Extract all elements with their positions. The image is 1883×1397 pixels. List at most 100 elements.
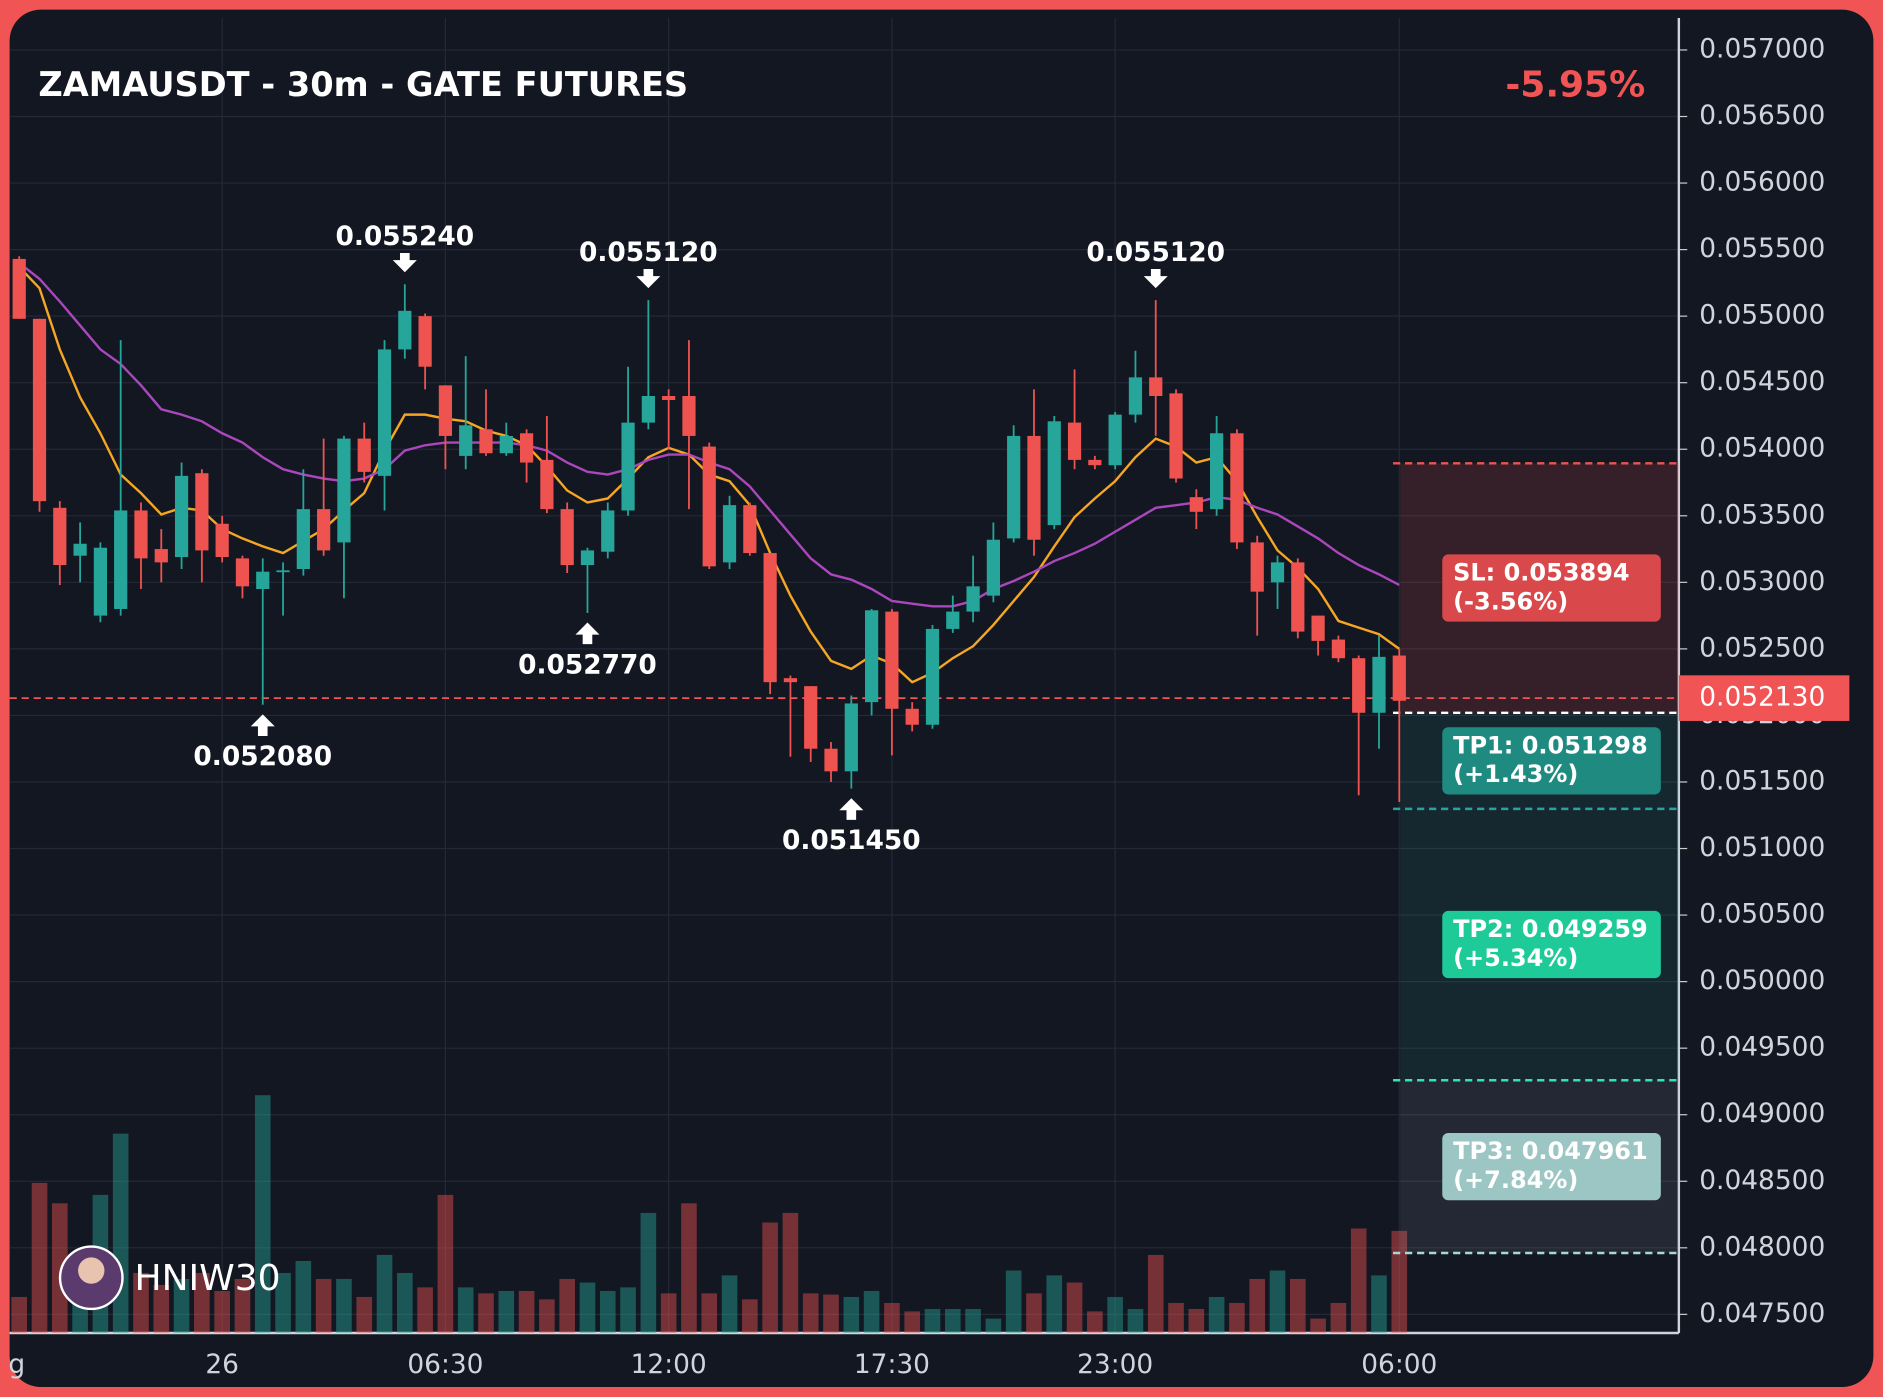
y-tick-label: 0.057000 [1699,33,1825,64]
candle-body [1331,639,1345,659]
candle-body [1210,433,1224,510]
volume-bar [985,1318,1002,1333]
volume-bar [863,1290,880,1333]
volume-bar [478,1293,494,1333]
level-box [1442,727,1661,795]
candle-body [1007,435,1021,539]
volume-bar [356,1296,373,1333]
candle-body [73,543,87,556]
volume-bar [742,1299,758,1333]
level-change: (-3.56%) [1453,587,1568,615]
y-tick-label: 0.055500 [1699,233,1825,264]
candle-body [1027,435,1041,540]
y-tick-label: 0.056000 [1699,167,1825,198]
candle-body [499,435,513,454]
candle-body [1169,393,1183,479]
candle-body [865,610,879,703]
candle-body [682,396,696,436]
volume-bar [518,1290,535,1333]
annotation-label: 0.052080 [193,741,332,772]
candle-body [986,539,1000,596]
y-tick-label: 0.051000 [1699,832,1825,863]
volume-bar [173,1278,190,1333]
arrow-up [250,714,275,737]
avatar-face [78,1257,105,1284]
arrow-up [839,798,864,820]
volume-bar [1087,1311,1103,1333]
volume-bar [1391,1230,1408,1333]
y-tick-label: 0.053500 [1699,499,1825,530]
y-tick-label: 0.050500 [1699,899,1825,930]
candle-body [337,438,351,543]
volume-bar [315,1278,332,1333]
candle-body [215,523,229,558]
volume-bar [762,1222,778,1333]
volume-bar [1330,1302,1347,1333]
volume-bar [579,1282,596,1333]
candle-body [438,385,453,436]
candle-body [702,446,716,567]
grid [9,18,1688,1335]
candle-body [844,703,858,772]
volume-bar [112,1133,129,1333]
volume-bar [457,1287,474,1333]
candle-body [53,507,67,566]
candle-body [317,509,331,551]
candle-body [32,318,47,502]
volume-bar [498,1290,515,1333]
volume-bar [599,1290,616,1333]
volume-bar [295,1260,312,1333]
volume-bar [823,1294,839,1333]
volume-bar [701,1293,718,1333]
candle-body [743,505,757,554]
candle-body [824,748,838,772]
volume-bar [1168,1302,1184,1333]
x-tick-label: 12:00 [631,1349,707,1380]
plot [12,256,1406,802]
candle-body [946,611,960,629]
candle-body [93,547,107,616]
candle-body [783,678,798,683]
y-tick-label: 0.049500 [1699,1032,1825,1063]
volume-bar [336,1278,352,1333]
volume-bar [31,1182,48,1333]
volume-bar [1208,1296,1225,1333]
annotation-label: 0.055120 [1086,237,1225,268]
candle-body [804,686,818,749]
y-tick-label: 0.047500 [1699,1298,1825,1329]
x-tick-label: 06:30 [407,1349,483,1380]
candle-body [966,586,980,612]
volume-bar [1107,1296,1123,1333]
arrow-down [392,252,417,273]
volume-bar [254,1095,271,1333]
level-change: (+5.34%) [1453,944,1578,972]
volume-bar [620,1287,636,1333]
candle-body [540,459,554,510]
candle-body [925,628,940,725]
annotation-label: 0.055120 [579,237,718,268]
y-tick-label: 0.053000 [1699,566,1825,597]
level-change: (+7.84%) [1453,1166,1578,1194]
candle-body [134,510,148,559]
volume-bar [376,1254,393,1333]
candle-body [519,433,534,463]
candle-body [885,611,899,709]
candle-body [459,425,473,456]
candle-body [114,510,128,609]
x-tick-label: 06:00 [1361,1349,1437,1380]
volume-bar [1350,1228,1367,1333]
candle-body [1311,615,1325,641]
candle-body [1149,377,1163,397]
y-tick-label: 0.056500 [1699,100,1825,131]
volume-bar [397,1272,413,1333]
volume-bar [1127,1308,1144,1333]
annotation-label: 0.052770 [518,649,657,680]
y-tick-label: 0.055000 [1699,300,1825,331]
annotation-label: 0.055240 [335,221,474,252]
candle-body [276,570,290,573]
volume-bar [559,1278,575,1333]
volume-bar [843,1296,860,1333]
watermark: HNIW30 [135,1258,281,1299]
level-label: TP3: 0.047961 [1453,1137,1648,1165]
